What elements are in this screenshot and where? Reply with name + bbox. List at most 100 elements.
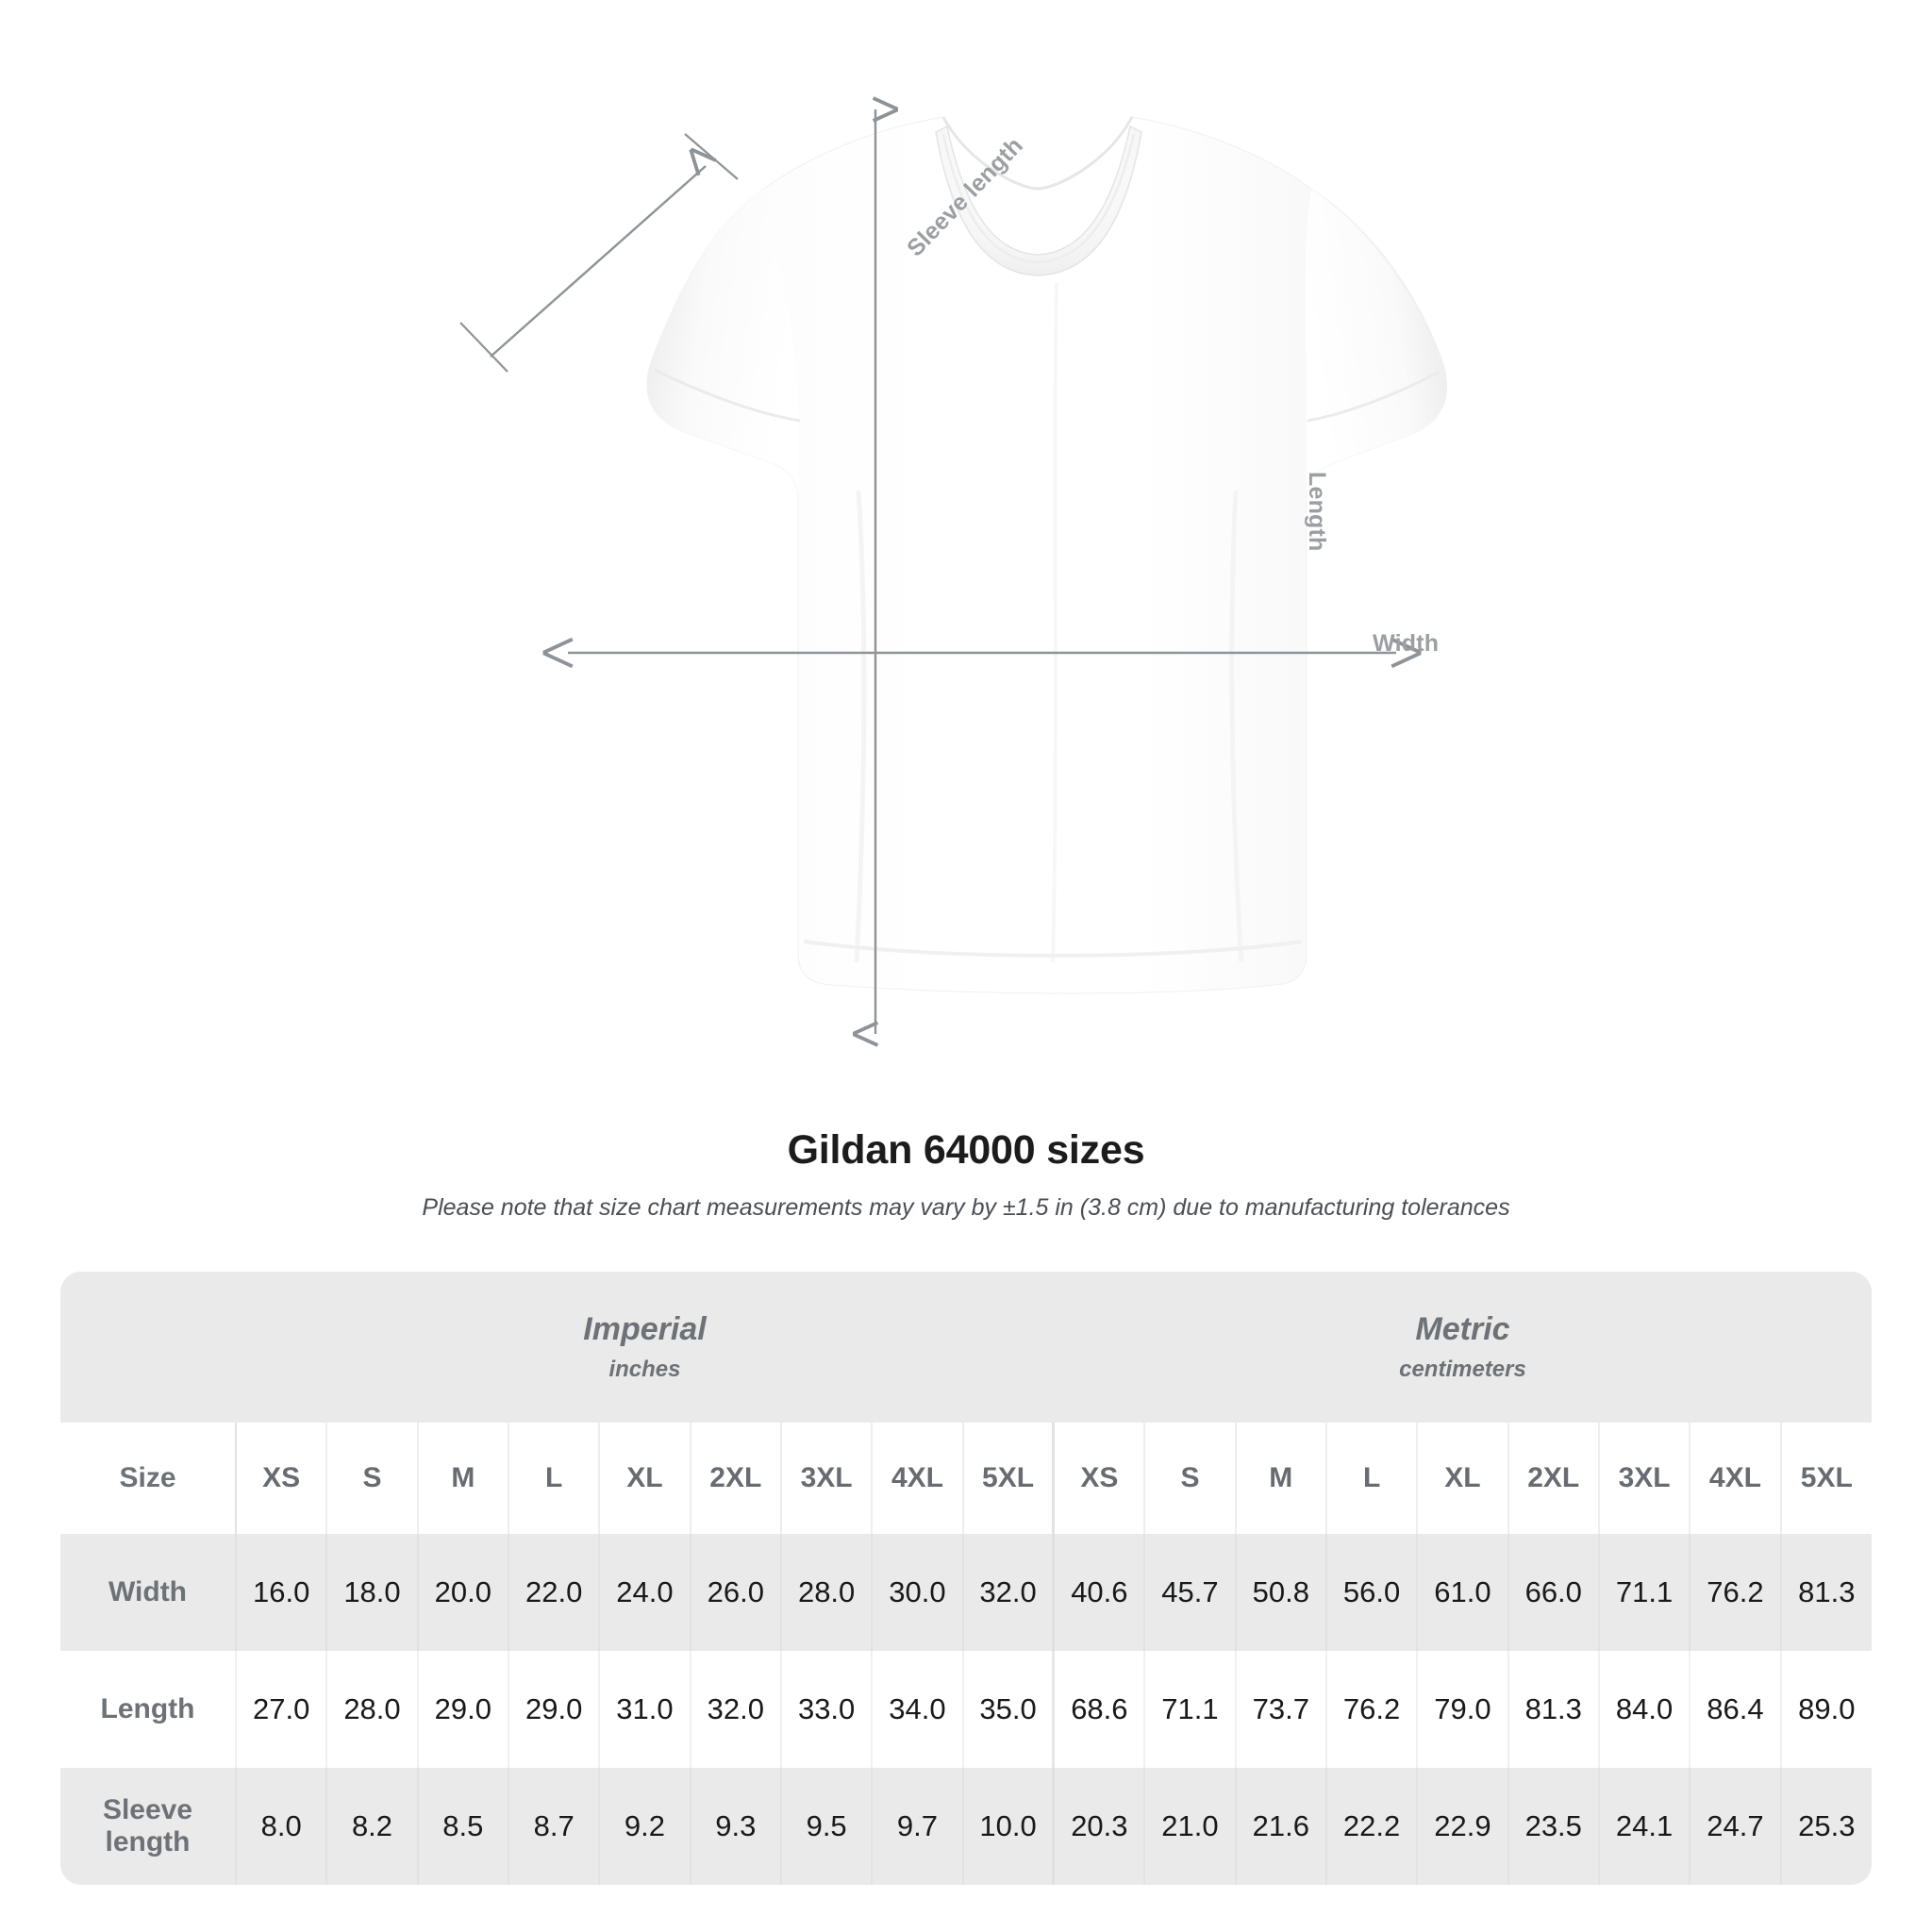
cell-length-imperial-5xl: 35.0 [962,1651,1055,1768]
cell-sleeve-imperial-3xl: 9.5 [780,1768,874,1885]
cell-length-metric-xl: 79.0 [1417,1651,1509,1768]
cell-length-imperial-m: 29.0 [417,1651,509,1768]
cell-length-imperial-l: 29.0 [508,1651,601,1768]
cell-sleeve-metric-4xl: 24.7 [1690,1768,1782,1885]
cell-width-metric-2xl: 66.0 [1507,1534,1600,1651]
cell-width-imperial-3xl: 28.0 [780,1534,874,1651]
size-header-metric-m: M [1235,1423,1327,1534]
unit-name-imperial: Imperial [583,1311,707,1348]
size-header-imperial-xl: XL [599,1423,691,1534]
size-header-label: Size [60,1423,237,1534]
size-header-metric-xl: XL [1417,1423,1509,1534]
cell-length-imperial-2xl: 32.0 [690,1651,782,1768]
unit-name-metric: Metric [1415,1311,1510,1348]
cell-sleeve-metric-2xl: 23.5 [1507,1768,1600,1885]
width-label: Width [1373,630,1440,657]
cell-length-imperial-xl: 31.0 [599,1651,691,1768]
cell-width-metric-xs: 40.6 [1052,1534,1146,1651]
size-header-metric-5xl: 5XL [1780,1423,1872,1534]
cell-width-imperial-xl: 24.0 [599,1534,691,1651]
size-table-body: Width 16.0 18.0 20.0 22.0 24.0 26.0 28.0… [60,1534,1872,1885]
sleeve-tick-top [684,133,739,180]
cell-width-metric-5xl: 81.3 [1780,1534,1872,1651]
row-label-sleeve-length: Sleeve length [60,1768,237,1885]
tolerance-note: Please note that size chart measurements… [422,1194,1510,1221]
size-table: Imperial inches Metric centimeters Size … [60,1272,1872,1885]
cell-width-imperial-2xl: 26.0 [690,1534,782,1651]
cell-width-metric-m: 50.8 [1235,1534,1327,1651]
row-label-width: Width [60,1534,237,1651]
table-row: Width 16.0 18.0 20.0 22.0 24.0 26.0 28.0… [60,1534,1872,1651]
cell-width-imperial-s: 18.0 [326,1534,419,1651]
cell-length-metric-4xl: 86.4 [1690,1651,1782,1768]
size-header-imperial-xs: XS [236,1423,328,1534]
size-header-imperial-3xl: 3XL [780,1423,874,1534]
cell-sleeve-imperial-4xl: 9.7 [872,1768,964,1885]
cell-length-imperial-3xl: 33.0 [780,1651,874,1768]
length-label: Length [1304,472,1330,552]
cell-sleeve-metric-l: 22.2 [1325,1768,1419,1885]
size-header-metric-2xl: 2XL [1507,1423,1600,1534]
unit-group-imperial: Imperial inches [236,1272,1054,1423]
cell-sleeve-metric-3xl: 24.1 [1598,1768,1691,1885]
cell-width-imperial-4xl: 30.0 [872,1534,964,1651]
unit-spacer-cell [60,1272,236,1423]
table-row: Length 27.0 28.0 29.0 29.0 31.0 32.0 33.… [60,1651,1872,1768]
size-header-metric-l: L [1325,1423,1419,1534]
cell-sleeve-imperial-s: 8.2 [326,1768,419,1885]
unit-group-metric: Metric centimeters [1053,1272,1872,1423]
table-row: Sleeve length 8.0 8.2 8.5 8.7 9.2 9.3 9.… [60,1768,1872,1885]
cell-width-metric-3xl: 71.1 [1598,1534,1691,1651]
cell-sleeve-metric-xs: 20.3 [1052,1768,1146,1885]
sleeve-tick-bottom [459,322,508,373]
cell-length-metric-5xl: 89.0 [1780,1651,1872,1768]
size-header-imperial-s: S [326,1423,419,1534]
cell-length-metric-2xl: 81.3 [1507,1651,1600,1768]
tshirt-illustration: Sleeve length Length Width [453,75,1491,1075]
cell-sleeve-imperial-xl: 9.2 [599,1768,691,1885]
size-header-row: Size XS S M L XL 2XL 3XL 4XL 5XL XS S M … [60,1423,1872,1534]
unit-sub-imperial: inches [608,1356,681,1382]
cell-sleeve-metric-xl: 22.9 [1417,1768,1509,1885]
size-header-metric-3xl: 3XL [1598,1423,1691,1534]
size-header-imperial-5xl: 5XL [962,1423,1055,1534]
cell-width-imperial-m: 20.0 [417,1534,509,1651]
cell-length-imperial-4xl: 34.0 [872,1651,964,1768]
cell-sleeve-imperial-l: 8.7 [508,1768,601,1885]
cell-width-metric-l: 56.0 [1325,1534,1419,1651]
cell-width-metric-4xl: 76.2 [1690,1534,1782,1651]
size-header-imperial-l: L [508,1423,601,1534]
cell-sleeve-imperial-xs: 8.0 [236,1768,328,1885]
size-header-metric-s: S [1144,1423,1237,1534]
heading-block: Gildan 64000 sizes Please note that size… [0,1127,1932,1222]
cell-sleeve-metric-s: 21.0 [1144,1768,1237,1885]
sleeve-measure-line [490,166,706,358]
cell-width-metric-xl: 61.0 [1417,1534,1509,1651]
tshirt-svg [459,75,1448,1075]
size-header-imperial-2xl: 2XL [690,1423,782,1534]
cell-length-imperial-s: 28.0 [326,1651,419,1768]
page-title: Gildan 64000 sizes [787,1127,1145,1173]
cell-length-metric-3xl: 84.0 [1598,1651,1691,1768]
size-header-imperial-4xl: 4XL [872,1423,964,1534]
cell-width-metric-s: 45.7 [1144,1534,1237,1651]
cell-length-metric-xs: 68.6 [1052,1651,1146,1768]
size-header-metric-4xl: 4XL [1690,1423,1782,1534]
cell-width-imperial-xs: 16.0 [236,1534,328,1651]
unit-header-row: Imperial inches Metric centimeters [60,1272,1872,1423]
cell-sleeve-imperial-m: 8.5 [417,1768,509,1885]
size-table-head: Imperial inches Metric centimeters Size … [60,1272,1872,1534]
cell-sleeve-metric-m: 21.6 [1235,1768,1327,1885]
cell-width-imperial-5xl: 32.0 [962,1534,1055,1651]
size-header-imperial-m: M [417,1423,509,1534]
cell-length-metric-m: 73.7 [1235,1651,1327,1768]
tshirt-diagram: Sleeve length Length Width [453,75,1491,1075]
cell-length-metric-s: 71.1 [1144,1651,1237,1768]
row-label-length: Length [60,1651,237,1768]
cell-sleeve-metric-5xl: 25.3 [1780,1768,1872,1885]
size-header-metric-xs: XS [1052,1423,1146,1534]
cell-sleeve-imperial-2xl: 9.3 [690,1768,782,1885]
cell-sleeve-imperial-5xl: 10.0 [962,1768,1055,1885]
cell-length-imperial-xs: 27.0 [236,1651,328,1768]
